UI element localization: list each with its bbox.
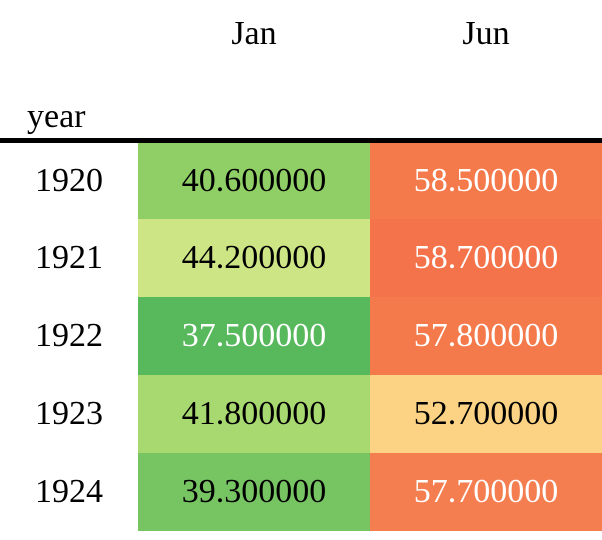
- row-index-1920: 1920: [0, 140, 138, 219]
- row-index-1924: 1924: [0, 452, 138, 531]
- row-index-1923: 1923: [0, 374, 138, 453]
- index-name-row-spacer-jan: [138, 68, 370, 143]
- index-name-row: year: [0, 68, 602, 143]
- table-header: Jan Jun year: [0, 0, 602, 143]
- index-name-label: year: [0, 68, 138, 143]
- index-corner-blank: [0, 0, 138, 68]
- index-name-row-spacer-jun: [370, 68, 602, 143]
- cell-1921-jun: 58.700000: [370, 218, 602, 297]
- cell-1924-jun: 57.700000: [370, 452, 602, 531]
- cell-1922-jun: 57.800000: [370, 296, 602, 375]
- table-row: 1923 41.800000 52.700000: [0, 374, 602, 453]
- row-index-1922: 1922: [0, 296, 138, 375]
- cell-1922-jan: 37.500000: [138, 296, 370, 375]
- cell-1924-jan: 39.300000: [138, 452, 370, 531]
- column-header-row: Jan Jun: [0, 0, 602, 68]
- column-header-jan: Jan: [138, 0, 370, 68]
- table-row: 1921 44.200000 58.700000: [0, 218, 602, 297]
- cell-1920-jun: 58.500000: [370, 140, 602, 219]
- table-row: 1920 40.600000 58.500000: [0, 140, 602, 219]
- row-index-1921: 1921: [0, 218, 138, 297]
- bottom-margin: [0, 530, 602, 540]
- cell-1920-jan: 40.600000: [138, 140, 370, 219]
- cell-1921-jan: 44.200000: [138, 218, 370, 297]
- cell-1923-jun: 52.700000: [370, 374, 602, 453]
- table-row: 1924 39.300000 57.700000: [0, 452, 602, 531]
- cell-1923-jan: 41.800000: [138, 374, 370, 453]
- column-header-jun: Jun: [370, 0, 602, 68]
- table-body: 1920 40.600000 58.500000 1921 44.200000 …: [0, 140, 602, 531]
- table-row: 1922 37.500000 57.800000: [0, 296, 602, 375]
